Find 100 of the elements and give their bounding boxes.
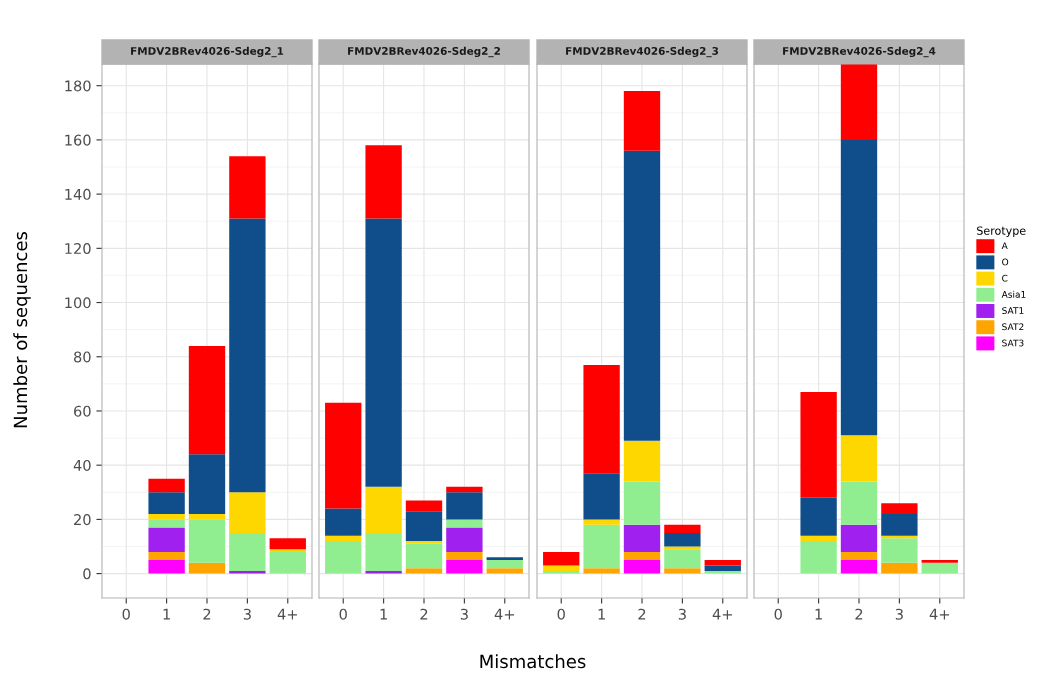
bar — [704, 570, 741, 574]
bar — [800, 391, 837, 498]
bar — [664, 524, 701, 533]
bar — [623, 440, 661, 482]
x-tick-label: 3 — [243, 608, 251, 620]
x-tick-label: 2 — [855, 608, 863, 620]
bar — [148, 560, 185, 574]
bar — [583, 519, 620, 525]
bar — [623, 560, 661, 574]
bar — [188, 513, 226, 520]
bar — [543, 551, 580, 566]
bar — [623, 551, 661, 561]
bar — [664, 546, 701, 550]
bar — [486, 557, 523, 561]
legend-label: Asia1 — [1001, 290, 1026, 298]
bar — [188, 454, 226, 514]
y-tick-label: 140 — [65, 188, 91, 200]
x-tick-label: 2 — [420, 608, 428, 620]
bar — [583, 473, 620, 520]
bar — [840, 481, 878, 525]
bar — [446, 519, 483, 528]
chart-title: FMDV2BRev4026-Sdeg2_3 — [566, 46, 719, 58]
bar — [840, 524, 878, 552]
x-tick-label: 1 — [598, 608, 605, 620]
x-tick-label: 1 — [380, 608, 387, 620]
bar — [405, 543, 443, 569]
y-tick-label: 100 — [65, 297, 91, 309]
bar — [229, 492, 266, 533]
x-tick-label: 0 — [557, 608, 565, 620]
bar — [229, 218, 266, 493]
bar — [704, 565, 741, 571]
legend-title: Serotype — [977, 226, 1026, 237]
bar — [325, 508, 362, 536]
bar — [269, 538, 306, 550]
y-tick-label: 180 — [65, 80, 91, 92]
legend-label: SAT2 — [1002, 323, 1024, 331]
x-tick-label: 1 — [815, 608, 822, 620]
bar — [229, 156, 266, 219]
bar — [881, 562, 918, 574]
bar — [921, 560, 958, 563]
bar — [840, 435, 878, 482]
y-tick-label: 120 — [65, 243, 91, 255]
bar — [365, 532, 402, 571]
bar — [325, 535, 362, 542]
bar — [664, 532, 701, 547]
y-tick-label: 0 — [83, 568, 91, 580]
chart-title: FMDV2BRev4026-Sdeg2_2 — [348, 46, 500, 58]
legend-label: C — [1002, 274, 1008, 282]
bar — [664, 568, 701, 574]
bar — [800, 497, 837, 536]
legend-label: SAT1 — [1002, 307, 1024, 314]
bar — [543, 565, 580, 571]
bar — [148, 519, 185, 528]
bar — [664, 549, 701, 569]
bar — [583, 568, 620, 574]
bar — [405, 500, 443, 512]
bar — [446, 527, 483, 552]
bar — [840, 139, 878, 436]
bar — [486, 568, 523, 574]
x-tick-label: 4+ — [929, 608, 949, 620]
legend-label: A — [1001, 242, 1008, 250]
bar — [921, 562, 958, 574]
x-tick-label: 4+ — [712, 608, 732, 620]
bar — [269, 551, 306, 574]
bar — [623, 481, 661, 525]
bar — [543, 570, 580, 574]
bar — [800, 535, 837, 542]
bar — [881, 503, 918, 514]
bar — [148, 551, 185, 561]
bar — [446, 551, 483, 561]
y-tick-label: 40 — [73, 459, 91, 471]
bar — [148, 513, 185, 520]
y-tick-label: 20 — [74, 514, 91, 526]
bar — [486, 560, 523, 569]
bar — [188, 562, 226, 574]
bar — [365, 486, 402, 533]
bar — [405, 568, 443, 574]
x-tick-label: 2 — [638, 608, 646, 620]
bar — [881, 513, 918, 536]
x-tick-label: 3 — [895, 608, 903, 620]
bar — [583, 524, 620, 569]
bar — [269, 549, 306, 552]
bar — [365, 570, 402, 574]
bar — [446, 492, 483, 520]
y-axis-title: Number of sequences — [13, 231, 31, 428]
x-tick-label: 1 — [163, 608, 170, 620]
bar — [325, 541, 362, 574]
bar — [446, 560, 483, 574]
x-tick-label: 2 — [203, 608, 211, 620]
x-tick-label: 0 — [339, 608, 347, 620]
bar — [325, 402, 362, 509]
bar — [881, 538, 918, 563]
bar — [623, 150, 661, 441]
y-tick-label: 80 — [74, 351, 91, 363]
y-tick-label: 160 — [65, 134, 91, 146]
x-axis-title: Mismatches — [480, 654, 586, 669]
chart-title: FMDV2BRev4026-Sdeg2_1 — [131, 46, 284, 58]
bar — [148, 527, 185, 552]
bar — [704, 560, 741, 566]
x-tick-label: 3 — [678, 608, 686, 620]
